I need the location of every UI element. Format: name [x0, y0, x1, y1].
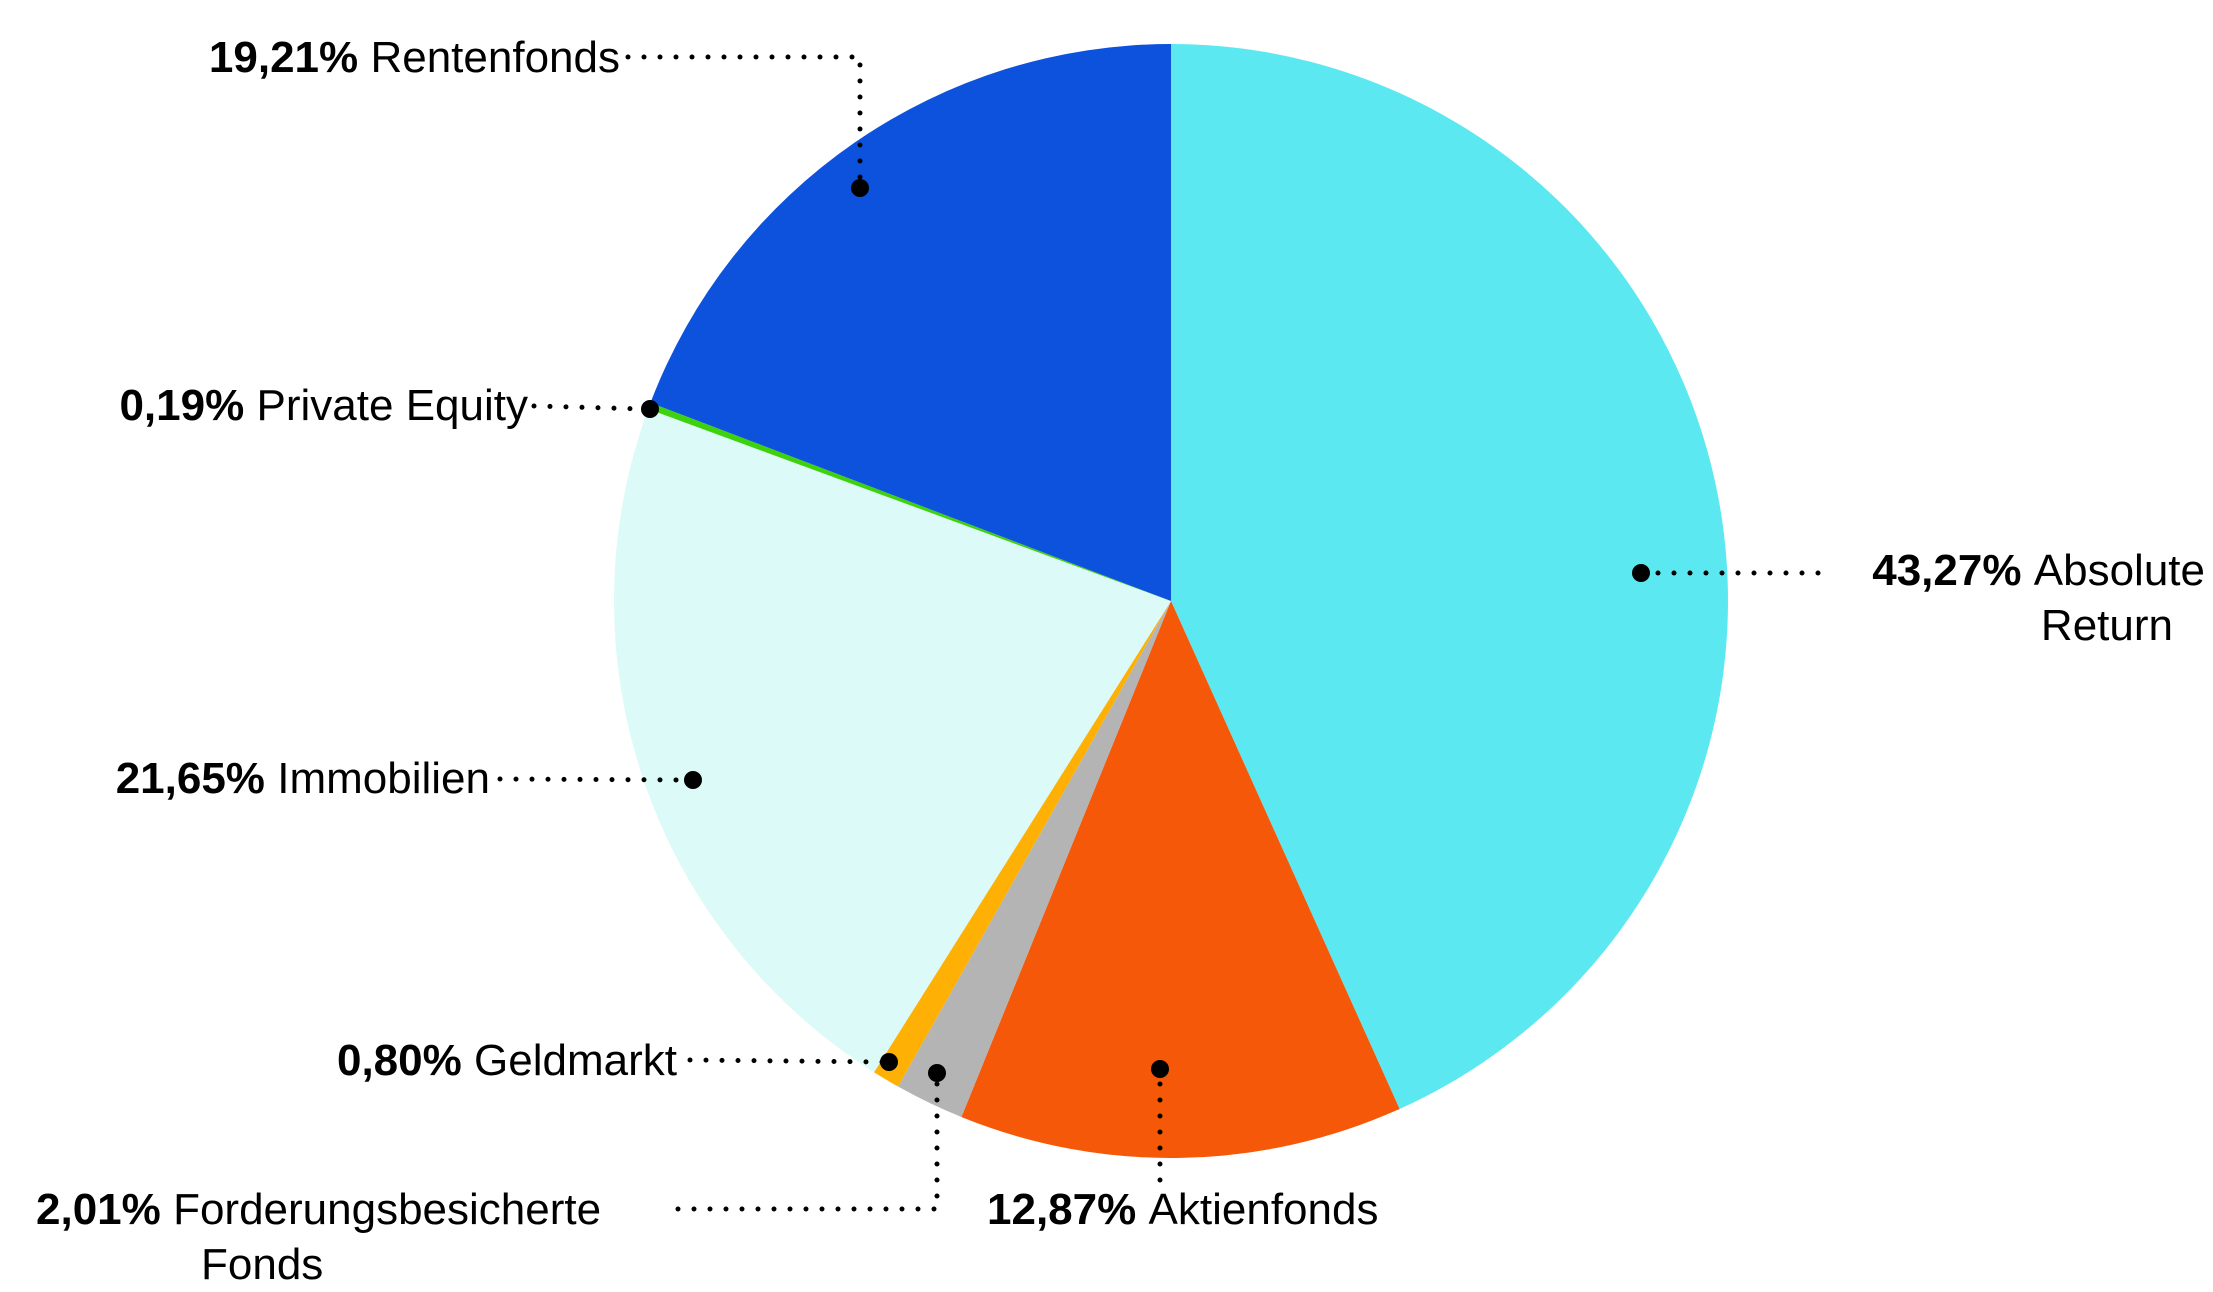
callout-private-equity-pct: 0,19%: [119, 381, 245, 430]
leader-dot-immobilien: [684, 771, 702, 789]
leader-dot-aktienfonds: [1151, 1060, 1169, 1078]
leader-line-geldmarkt: [687, 1057, 885, 1065]
leader-line-forderungsbesicherte-fonds: [675, 1078, 940, 1212]
callout-private-equity: 0,19% Private Equity: [119, 378, 528, 433]
callout-absolute-return-label-line1: Absolute: [2033, 546, 2205, 595]
callout-immobilien-label: Immobilien: [277, 754, 490, 803]
callout-geldmarkt: 0,80% Geldmarkt: [337, 1033, 677, 1088]
callout-forderungsbesicherte-fonds: 2,01% Forderungsbesicherte Fonds: [36, 1182, 601, 1292]
callout-rentenfonds-pct: 19,21%: [208, 33, 359, 82]
leader-dot-absolute-return: [1632, 564, 1650, 582]
leader-dot-geldmarkt: [880, 1053, 898, 1071]
callout-forderungsbesicherte-label-line2: Fonds: [201, 1240, 324, 1289]
pie-slice-rentenfonds: [650, 44, 1171, 601]
callout-geldmarkt-pct: 0,80%: [336, 1036, 462, 1085]
callout-forderungsbesicherte-label-line1: Forderungsbesicherte: [173, 1185, 602, 1234]
pie-slice-private-equity: [648, 402, 1171, 601]
callout-absolute-return-label-line2: Return: [2040, 601, 2173, 650]
callout-immobilien: 21,65% Immobilien: [116, 751, 490, 806]
callout-rentenfonds: 19,21% Rentenfonds: [209, 30, 620, 85]
callout-private-equity-label: Private Equity: [256, 381, 528, 430]
pie-slice-forderungsbesicherte-fonds: [898, 601, 1171, 1118]
callout-immobilien-pct: 21,65%: [115, 754, 265, 803]
leader-dot-forderungsbesicherte-fonds: [928, 1064, 946, 1082]
callout-absolute-return: 43,27% Absolute Return: [1872, 543, 2205, 653]
callout-aktienfonds-pct: 12,87%: [987, 1185, 1137, 1234]
callout-rentenfonds-label: Rentenfonds: [370, 33, 620, 82]
callout-aktienfonds-label: Aktienfonds: [1148, 1185, 1379, 1234]
callout-aktienfonds: 12,87% Aktienfonds: [987, 1182, 1378, 1237]
callout-absolute-return-pct: 43,27%: [1872, 546, 2022, 595]
callout-geldmarkt-label: Geldmarkt: [474, 1036, 677, 1085]
pie-slice-immobilien: [614, 409, 1171, 1073]
leader-dot-private-equity: [641, 400, 659, 418]
leader-line-private-equity: [531, 403, 647, 412]
pie-slice-absolute-return: [1171, 44, 1729, 1109]
pie-slice-aktienfonds: [961, 601, 1400, 1158]
leader-dot-rentenfonds: [851, 179, 869, 197]
leader-line-rentenfonds: [625, 54, 863, 185]
leader-line-immobilien: [497, 776, 689, 783]
pie-slice-geldmarkt: [874, 601, 1171, 1087]
callout-forderungsbesicherte-pct: 2,01%: [36, 1185, 161, 1234]
